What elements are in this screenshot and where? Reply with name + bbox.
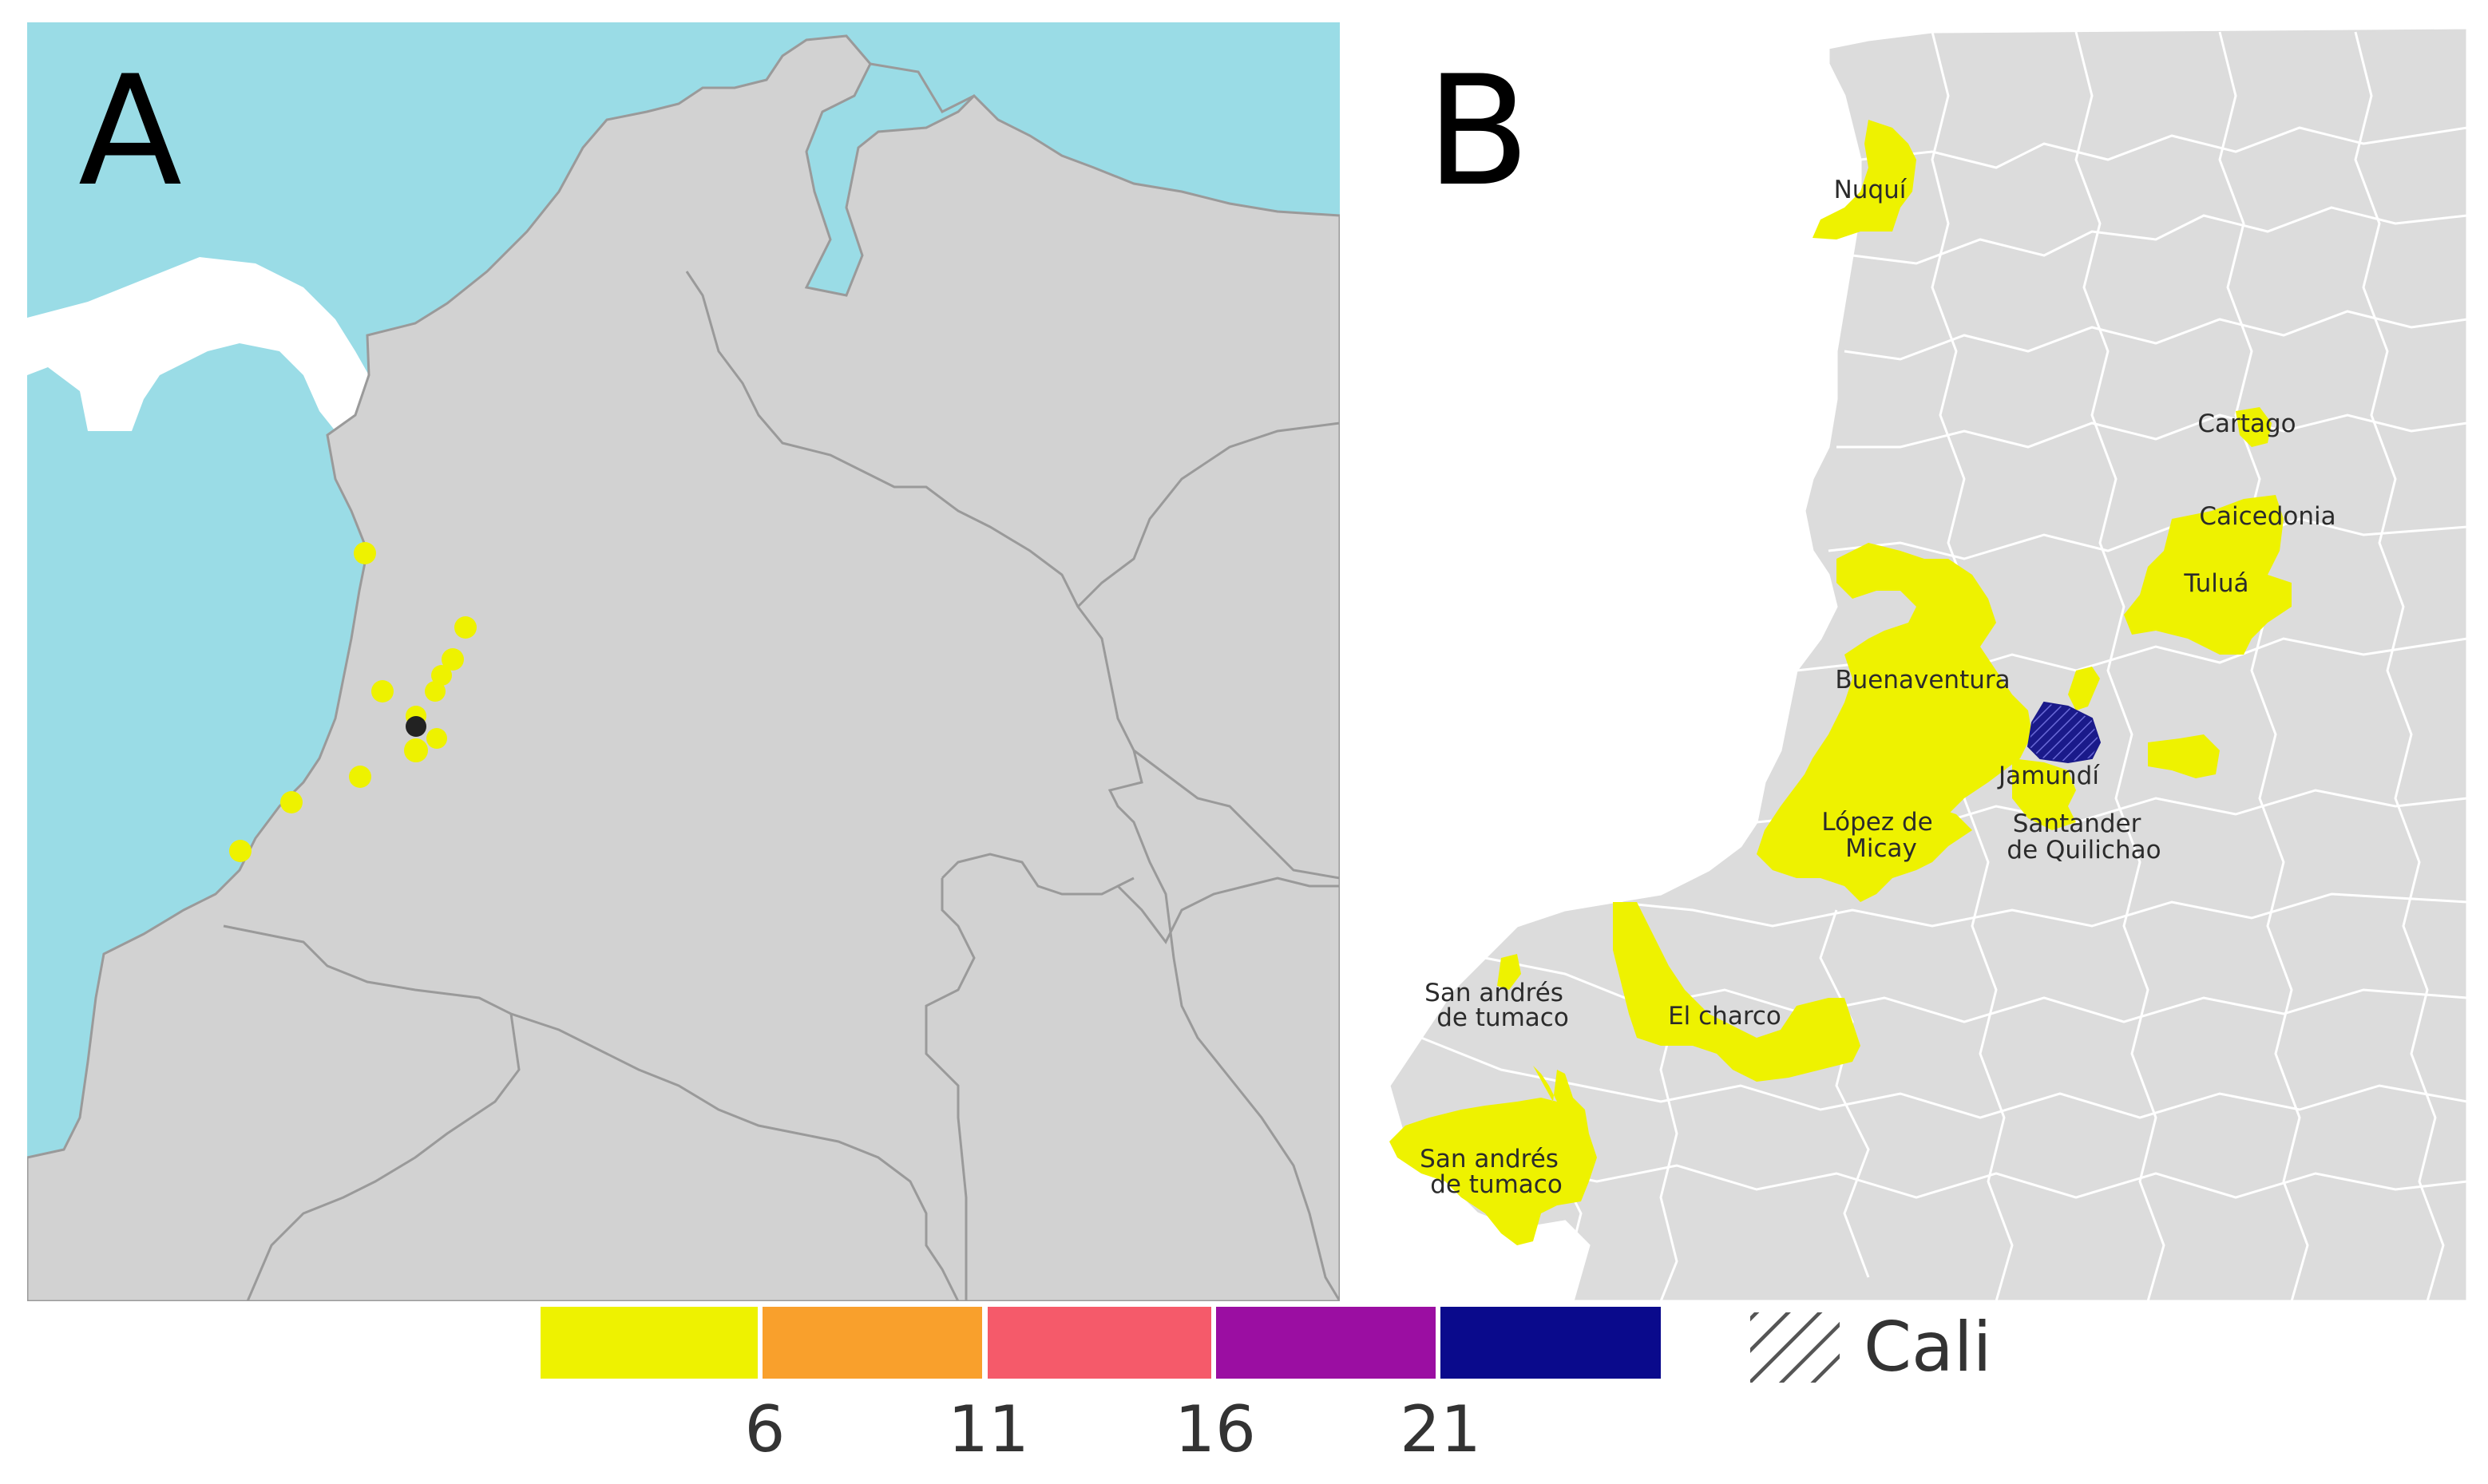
- panel-b-map: Nuquí Cartago Caicedonia Tuluá Buenavent…: [1340, 22, 2467, 1301]
- place-labels: Nuquí Cartago Caicedonia Tuluá Buenavent…: [1420, 176, 2335, 1199]
- case-municipalities: [1389, 120, 2292, 1245]
- region-caicedonia-tulua: [2124, 495, 2292, 655]
- region-nuqui: [1813, 120, 1916, 239]
- label-jamundi: Jamundí: [1997, 762, 2100, 790]
- label-nuqui: Nuquí: [1834, 176, 1908, 204]
- label-tulua: Tuluá: [2183, 569, 2248, 598]
- region-north-jamundi: [2068, 667, 2100, 710]
- region-cartago: [2236, 407, 2272, 447]
- panama-isthmus: [27, 257, 371, 435]
- region-east: [2148, 734, 2220, 778]
- label-buenaventura: Buenaventura: [1835, 666, 2010, 695]
- label-lopez-micay: López de Micay: [1821, 808, 1940, 863]
- region-lopez-micay: [1757, 774, 1972, 902]
- label-caicedonia: Caicedonia: [2199, 502, 2335, 531]
- region-san-andres-2: [1389, 1066, 1597, 1245]
- legend-tick-11: 11: [948, 1392, 1029, 1466]
- legend-bin-2: [763, 1307, 982, 1379]
- case-point: [354, 542, 376, 564]
- panel-letter-b: B: [1426, 43, 1530, 220]
- case-point: [426, 728, 447, 749]
- label-san-andres-tumaco-2: San andrés de tumaco: [1420, 1145, 1567, 1199]
- cali-point: [406, 716, 426, 737]
- legend: 6 11 16 21 Cali: [541, 1307, 1992, 1466]
- case-point: [425, 681, 446, 702]
- label-cartago: Cartago: [2197, 410, 2296, 438]
- label-san-andres-tumaco-1: San andrés de tumaco: [1424, 979, 1571, 1032]
- case-point: [280, 791, 303, 813]
- legend-bin-5: [1440, 1307, 1661, 1379]
- label-santander-quilichao: Santander de Quilichao: [2007, 809, 2161, 865]
- legend-hatch-swatch: [1750, 1312, 1840, 1383]
- legend-tick-21: 21: [1400, 1392, 1481, 1466]
- panel-a-map: [27, 22, 1340, 1301]
- legend-tick-16: 16: [1175, 1392, 1256, 1466]
- case-point: [371, 680, 394, 702]
- case-point: [229, 840, 252, 862]
- case-point: [404, 738, 428, 762]
- region-buenaventura: [1805, 543, 2032, 822]
- panel-letter-a: A: [78, 43, 182, 220]
- case-point: [431, 665, 452, 686]
- legend-cali-label: Cali: [1864, 1308, 1992, 1387]
- region-cali: [2026, 701, 2102, 764]
- label-el-charco: El charco: [1668, 1002, 1781, 1031]
- case-point: [442, 648, 464, 671]
- legend-bin-1: [541, 1307, 758, 1379]
- internal-borders: [223, 62, 1340, 1301]
- case-point: [349, 766, 371, 788]
- legend-tick-6: 6: [745, 1392, 786, 1466]
- region-jamundi-area: [2012, 758, 2076, 830]
- region-san-andres-1: [1497, 954, 1521, 990]
- case-point: [454, 616, 477, 639]
- case-points: [229, 542, 477, 862]
- legend-bin-3: [988, 1307, 1211, 1379]
- legend-bin-4: [1216, 1307, 1436, 1379]
- municipal-borders: [1420, 31, 2467, 1301]
- region-el-charco: [1613, 902, 1860, 1082]
